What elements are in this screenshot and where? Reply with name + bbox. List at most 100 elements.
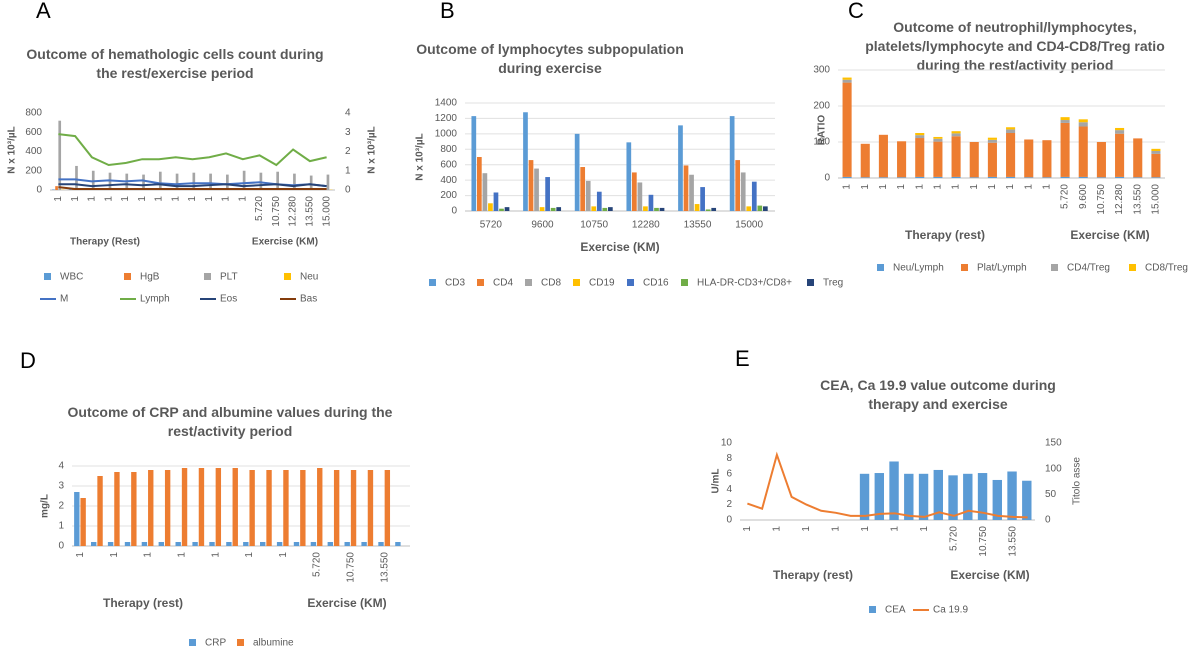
bar-segment: [951, 176, 961, 178]
legend-label: HgB: [140, 272, 160, 283]
bar: [654, 207, 659, 211]
bar: [918, 473, 929, 520]
legend-label: Neu/Lymph: [893, 263, 944, 274]
x-group-label: Therapy (rest): [773, 568, 853, 582]
y2-axis-label: N x 10³/µL: [367, 126, 378, 173]
bar: [107, 542, 114, 546]
bar-segment: [1151, 148, 1161, 151]
bar: [192, 172, 196, 190]
title-box: Outcome of neutrophil/lymphocytes, plate…: [865, 19, 1165, 73]
bar: [471, 116, 477, 211]
bar-segment: [842, 79, 852, 83]
bar-segment: [1042, 177, 1052, 178]
chart-title: Outcome of hemathologic cells count duri…: [26, 46, 324, 81]
y-tick-label: 2: [58, 501, 64, 512]
legend-label: Eos: [220, 294, 237, 305]
x-group-label: Exercise (KM): [252, 237, 318, 248]
bar: [729, 116, 735, 211]
bar: [763, 206, 768, 211]
bar-segment: [915, 138, 925, 177]
y-axis-label: N x 10³/µL: [415, 133, 426, 180]
y-tick-label: 1200: [435, 113, 458, 124]
x-tick-label: 1: [204, 196, 215, 202]
x-tick-label: 1: [70, 196, 81, 202]
bar: [591, 206, 597, 211]
legend-label: CD8/Treg: [1145, 263, 1188, 274]
bar: [175, 173, 179, 190]
legend-swatch: [124, 273, 131, 280]
bar: [175, 542, 181, 546]
bar-segment: [897, 177, 907, 178]
bar-segment: [1024, 177, 1034, 178]
x-tick-label: 1: [210, 552, 221, 558]
bar-segment: [915, 133, 925, 136]
title-box: Outcome of hemathologic cells count duri…: [26, 46, 324, 81]
legend-label: albumine: [253, 638, 294, 647]
bar: [209, 542, 215, 546]
bar: [141, 542, 148, 546]
bar: [293, 173, 296, 190]
legend-label: CD4/Treg: [1067, 263, 1110, 274]
bar-segment: [915, 176, 925, 178]
bar: [596, 191, 602, 211]
legend-swatch: [204, 273, 211, 280]
x-tick-label: 1: [1042, 184, 1053, 190]
bar-segment: [1060, 176, 1070, 178]
line: [58, 186, 327, 191]
legend-swatch: [429, 279, 436, 286]
bar-segment: [1151, 151, 1161, 154]
y2-tick-label: 3: [345, 127, 351, 138]
legend-label: PLT: [220, 272, 238, 283]
bar: [181, 468, 188, 546]
bar: [963, 473, 973, 520]
bar-segment: [1006, 127, 1016, 130]
x-tick-label: 1: [969, 184, 980, 190]
bar: [276, 171, 279, 190]
x-tick-label: 1: [772, 526, 783, 532]
y2-tick-label: 50: [1045, 489, 1057, 500]
bar: [689, 174, 694, 211]
x-tick-label: 1: [842, 184, 853, 190]
x-tick-label: 1: [103, 196, 114, 202]
panel-letter: B: [440, 0, 455, 23]
bar: [992, 479, 1002, 520]
bar: [631, 172, 637, 211]
bar: [711, 207, 717, 211]
bar: [142, 174, 145, 190]
y2-tick-label: 150: [1045, 438, 1062, 449]
bar: [309, 175, 313, 190]
y-tick-label: 600: [25, 127, 42, 138]
bar: [757, 205, 763, 211]
legend-swatch: [1051, 264, 1058, 271]
bar: [608, 207, 613, 211]
bar-segment: [1133, 138, 1143, 178]
bar-segment: [933, 138, 943, 142]
x-tick-label: 1: [951, 184, 962, 190]
x-tick-label: 1: [221, 196, 232, 202]
bar: [266, 470, 272, 546]
x-tick-label: 5.720: [312, 552, 323, 577]
bar: [678, 125, 683, 211]
bar: [859, 473, 870, 520]
bar: [97, 476, 103, 546]
legend-swatch: [681, 279, 688, 286]
y-tick-label: 200: [25, 165, 42, 176]
y-tick-label: 4: [726, 484, 732, 495]
x-tick-label: 1: [890, 526, 901, 532]
x-tick-label: 13.550: [1008, 526, 1019, 557]
y-tick-label: 1400: [435, 98, 458, 109]
x-group-label: Therapy (rest): [905, 228, 985, 242]
bar-segment: [933, 141, 943, 177]
bar: [58, 120, 62, 190]
x-tick-label: 1: [1005, 184, 1016, 190]
x-tick-label: 1: [176, 552, 187, 558]
bar-segment: [969, 142, 979, 178]
bar-segment: [987, 137, 997, 140]
bar: [395, 542, 401, 546]
legend-label: Treg: [823, 278, 843, 289]
bar: [534, 168, 539, 211]
bar: [249, 470, 255, 546]
bar-segment: [1006, 133, 1016, 177]
x-tick-label: 15000: [735, 220, 763, 231]
legend-label: WBC: [60, 272, 83, 283]
